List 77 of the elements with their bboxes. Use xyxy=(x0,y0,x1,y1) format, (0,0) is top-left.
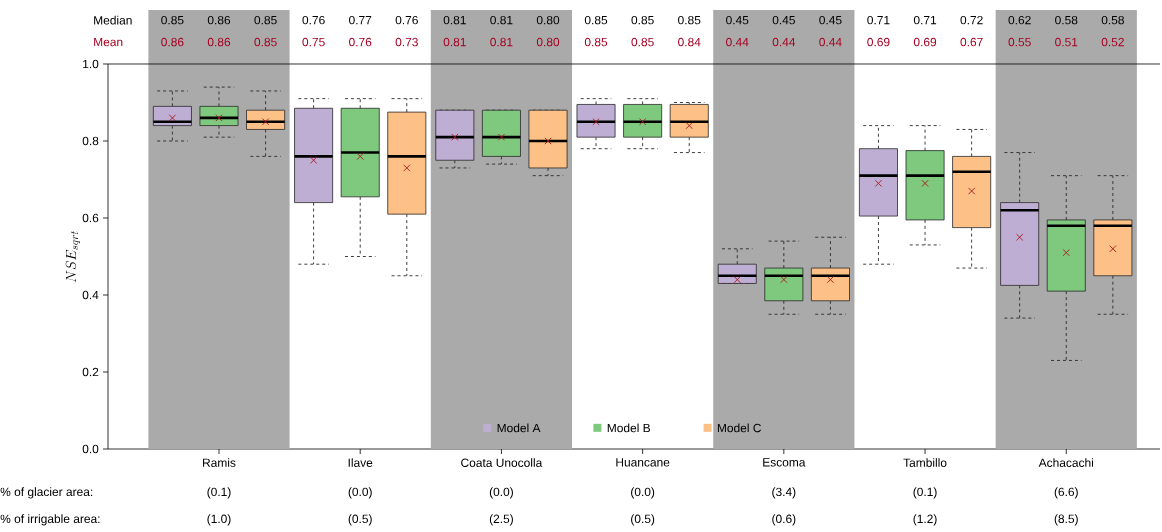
text: 0.76 xyxy=(349,37,372,47)
text: 0.81 xyxy=(443,37,466,47)
text: 0.71 xyxy=(867,15,890,25)
text: 0.44 xyxy=(772,37,796,47)
y-tick-label: 0.8 xyxy=(82,136,99,146)
text: (0.0) xyxy=(489,487,513,499)
text: (0.1) xyxy=(913,487,937,499)
text: 0.58 xyxy=(1055,15,1078,25)
text: 0.55 xyxy=(1008,37,1031,47)
text: (0.0) xyxy=(631,487,655,499)
text: 0.85 xyxy=(254,15,277,25)
text: 0.81 xyxy=(490,15,513,25)
text: 0.85 xyxy=(161,15,184,25)
text: 0.86 xyxy=(161,37,184,47)
text: (0.6) xyxy=(772,514,796,526)
x-tick-label: Tambillo xyxy=(903,458,947,467)
legend-label: Model C xyxy=(717,423,761,433)
text: (3.4) xyxy=(772,487,796,499)
y-tick-label: 0.0 xyxy=(82,444,99,454)
text: 0.80 xyxy=(536,15,560,25)
text: 0.72 xyxy=(960,15,983,25)
text: (6.6) xyxy=(1054,487,1078,499)
text: 0.85 xyxy=(678,15,701,25)
x-tick-label: Ramis xyxy=(203,458,236,467)
x-tick-label: Huancane xyxy=(616,458,670,467)
text: 0.51 xyxy=(1055,37,1078,47)
text: 0.77 xyxy=(349,15,372,25)
text: % of glacier area: xyxy=(0,487,93,499)
text: 0.44 xyxy=(819,37,842,47)
text: 0.85 xyxy=(584,37,608,47)
text: (0.0) xyxy=(348,487,372,499)
text: (8.5) xyxy=(1054,514,1078,526)
text: 0.58 xyxy=(1101,15,1124,25)
text: Median xyxy=(94,15,132,25)
text: (0.5) xyxy=(348,514,372,526)
text: Mean xyxy=(94,37,123,47)
text: 0.84 xyxy=(678,37,701,47)
text: (0.5) xyxy=(631,514,655,526)
text: 0.67 xyxy=(960,37,983,47)
text: 0.86 xyxy=(207,37,231,47)
text: 0.85 xyxy=(584,15,608,25)
text: (0.1) xyxy=(207,487,231,499)
text: 0.85 xyxy=(631,37,654,47)
text: 0.62 xyxy=(1008,15,1031,25)
text: 0.69 xyxy=(913,37,937,47)
y-tick-label: 0.2 xyxy=(82,367,99,377)
y-tick-label: 0.6 xyxy=(82,213,99,223)
x-tick-label: Escoma xyxy=(763,458,806,467)
text: 0.85 xyxy=(631,15,654,25)
text: 0.71 xyxy=(913,15,937,25)
text: 0.73 xyxy=(395,37,418,47)
text: 0.44 xyxy=(726,37,749,47)
text: 0.69 xyxy=(867,37,890,47)
legend-label: Model A xyxy=(497,423,541,433)
text: 0.86 xyxy=(207,15,231,25)
y-tick-label: 1.0 xyxy=(83,59,99,69)
x-tick-label: Achacachi xyxy=(1038,458,1094,467)
text: 0.45 xyxy=(772,15,795,25)
text: 0.76 xyxy=(395,15,418,25)
text: 0.81 xyxy=(490,37,513,47)
text: 0.45 xyxy=(819,15,842,25)
text: 0.45 xyxy=(726,15,749,25)
legend-label: Model B xyxy=(607,423,651,433)
text: 0.75 xyxy=(302,37,325,47)
x-tick-label: Ilave xyxy=(348,458,373,467)
text: (1.0) xyxy=(207,514,231,526)
text: 0.81 xyxy=(443,15,466,25)
x-tick-label: Coata Unocolla xyxy=(461,458,543,467)
text: 0.52 xyxy=(1101,37,1124,47)
text: (1.2) xyxy=(913,514,937,526)
text: 0.85 xyxy=(254,37,277,47)
text: % of irrigable area: xyxy=(0,514,100,526)
text: 0.76 xyxy=(302,15,325,25)
text: (2.5) xyxy=(489,514,513,526)
y-tick-label: 0.4 xyxy=(82,290,99,300)
text: 0.80 xyxy=(536,37,560,47)
y-axis-title: $NSE_{sqrt}$ xyxy=(65,231,81,283)
